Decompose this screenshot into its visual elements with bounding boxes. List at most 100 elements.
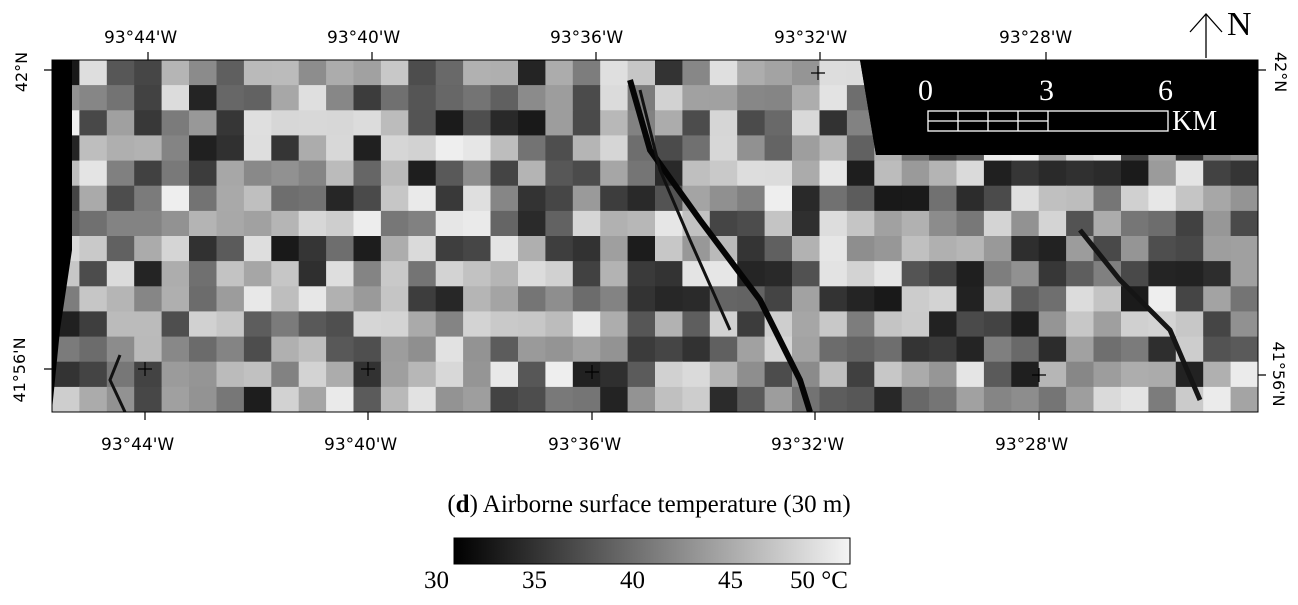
field-patch: [79, 110, 108, 136]
field-patch: [929, 236, 958, 262]
field-patch: [737, 361, 766, 388]
lat-label-left: 42°N: [12, 51, 31, 93]
field-patch: [627, 311, 656, 338]
field-patch: [709, 336, 738, 363]
field-patch: [792, 160, 820, 187]
field-patch: [655, 286, 683, 312]
field-patch: [572, 386, 601, 412]
field-patch: [326, 185, 355, 212]
field-patch: [490, 236, 519, 262]
field-patch: [518, 361, 546, 388]
field-patch: [764, 160, 793, 187]
field-patch: [353, 210, 382, 237]
field-patch: [600, 361, 629, 388]
scale-tick-label: 6: [1158, 74, 1173, 107]
field-patch: [1175, 311, 1204, 338]
field-patch: [956, 361, 985, 388]
field-patch: [874, 236, 903, 262]
field-patch: [435, 185, 464, 212]
field-patch: [380, 110, 409, 136]
panel-letter: d: [455, 491, 470, 518]
creek-line: [108, 354, 127, 412]
field-patch: [572, 286, 601, 312]
field-patch: [243, 386, 272, 412]
field-patch: [1175, 261, 1204, 287]
field-patch: [463, 386, 492, 412]
field-patch: [901, 261, 930, 287]
lat-label-left: 41°56'N: [10, 337, 29, 403]
field-patch: [161, 361, 190, 388]
axis-ticks: [44, 52, 1266, 420]
field-patch: [1121, 311, 1149, 338]
field-patch: [1011, 286, 1040, 312]
field-patch: [627, 210, 656, 237]
field-patch: [792, 236, 820, 262]
field-patch: [764, 286, 793, 312]
field-patch: [326, 135, 355, 162]
field-patch: [1038, 286, 1067, 312]
field-patch: [983, 160, 1012, 187]
field-patch: [463, 311, 492, 338]
field-patch: [353, 386, 382, 412]
field-patch: [901, 311, 930, 338]
field-patch: [572, 336, 601, 363]
field-patch: [682, 386, 711, 412]
field-patch: [243, 261, 272, 287]
field-patch: [1093, 160, 1122, 187]
field-patch: [600, 311, 629, 338]
field-patch: [326, 286, 355, 312]
field-patch: [435, 135, 464, 162]
field-patch: [189, 336, 217, 363]
field-patch: [1203, 311, 1232, 338]
field-patch: [1148, 185, 1177, 212]
field-patch: [929, 386, 958, 412]
colorbar-tick-label: 40: [620, 567, 645, 594]
field-patch: [655, 135, 683, 162]
scale-unit-label: KM: [1172, 106, 1218, 137]
field-patch: [326, 210, 355, 237]
field-patch: [298, 286, 327, 312]
field-patch: [408, 286, 437, 312]
field-patch: [682, 110, 711, 136]
field-patch: [161, 110, 190, 136]
field-patch: [380, 135, 409, 162]
field-patch: [983, 185, 1012, 212]
field-patch: [792, 286, 820, 312]
field-patch: [216, 60, 245, 86]
field-patch: [408, 85, 437, 111]
field-patch: [956, 336, 985, 363]
lon-label-top: 93°44'W: [104, 28, 178, 48]
field-patch: [216, 386, 245, 412]
field-patch: [1148, 336, 1177, 363]
field-patch: [1203, 210, 1232, 237]
field-patch: [874, 311, 903, 338]
field-patch: [627, 160, 656, 187]
field-patch: [1066, 336, 1095, 363]
field-patch: [408, 110, 437, 136]
field-patch: [792, 85, 820, 111]
figure-caption: (d) Airborne surface temperature (30 m): [447, 491, 851, 518]
field-patch: [79, 386, 108, 412]
field-patch: [518, 311, 546, 338]
field-patch: [846, 286, 875, 312]
field-patch: [79, 311, 108, 338]
field-patch: [819, 286, 848, 312]
field-patch: [1121, 336, 1149, 363]
field-patch: [709, 185, 738, 212]
field-patch: [490, 386, 519, 412]
field-patch: [216, 361, 245, 388]
field-patch: [1093, 386, 1122, 412]
field-patch: [1148, 261, 1177, 287]
field-patch: [600, 135, 629, 162]
field-patch: [353, 185, 382, 212]
field-patch: [189, 135, 217, 162]
field-patch: [1066, 185, 1095, 212]
field-patch: [243, 210, 272, 237]
field-patch: [298, 110, 327, 136]
field-patch: [627, 336, 656, 363]
field-patch: [545, 361, 574, 388]
field-patch: [1175, 210, 1204, 237]
field-patch: [983, 336, 1012, 363]
field-patch: [764, 85, 793, 111]
field-patch: [326, 261, 355, 287]
